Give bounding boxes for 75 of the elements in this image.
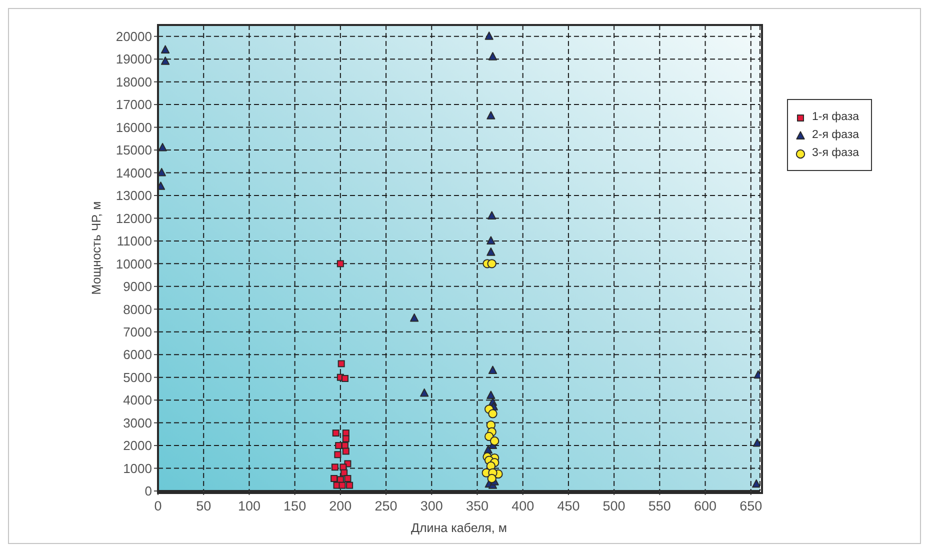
point: [752, 438, 760, 447]
point: [332, 430, 340, 437]
y-tick-label: 18000: [116, 74, 152, 90]
x-tick-label: 100: [238, 498, 260, 514]
point: [335, 442, 342, 450]
point: [487, 259, 496, 268]
y-tick-label: 13000: [116, 188, 152, 204]
point: [488, 211, 496, 220]
point: [342, 435, 350, 442]
y-tick-label: 10000: [116, 256, 152, 272]
point: [752, 479, 760, 488]
point: [488, 366, 498, 374]
y-tick-label: 19000: [116, 52, 152, 67]
point: [490, 436, 500, 446]
x-tick-label: 400: [512, 498, 534, 514]
point: [487, 474, 496, 484]
y-tick-label: 2000: [123, 438, 152, 454]
point: [488, 52, 498, 60]
x-tick-label: 450: [557, 498, 580, 514]
x-tick-label: 500: [602, 498, 626, 514]
point: [158, 168, 166, 176]
point: [486, 248, 496, 256]
y-tick-label: 16000: [116, 120, 152, 135]
point: [486, 390, 496, 400]
point: [484, 32, 494, 40]
point: [331, 464, 338, 471]
point: [160, 56, 170, 65]
y-tick-label: 4000: [123, 392, 152, 408]
x-tick-label: 550: [648, 498, 671, 514]
y-tick-label: 8000: [123, 302, 152, 317]
x-axis-title: Длина кабеля, м: [411, 521, 507, 535]
point: [338, 360, 345, 368]
point: [488, 409, 498, 418]
y-tick-label: 11000: [116, 234, 152, 249]
point: [160, 45, 170, 54]
point: [486, 111, 496, 120]
y-tick-label: 17000: [116, 97, 152, 112]
point: [341, 374, 348, 382]
legend-label: 1-я фаза: [812, 111, 860, 123]
point: [342, 448, 350, 455]
point: [346, 482, 354, 489]
x-tick-label: 350: [466, 498, 489, 514]
y-tick-label: 14000: [116, 165, 152, 180]
y-tick-label: 1000: [123, 460, 152, 476]
x-tick-label: 200: [329, 498, 352, 514]
point: [486, 236, 496, 244]
x-tick-label: 150: [284, 498, 306, 514]
legend-label: 2-я фаза: [812, 129, 860, 141]
x-tick-label: 650: [740, 498, 762, 514]
point: [334, 451, 342, 458]
y-tick-label: 9000: [123, 279, 152, 294]
y-tick-label: 0: [144, 484, 152, 499]
legend-label: 3-я фаза: [812, 147, 860, 159]
y-tick-label: 12000: [116, 210, 152, 226]
point: [330, 475, 338, 482]
y-tick-label: 15000: [116, 142, 152, 158]
point: [344, 475, 352, 482]
point: [338, 482, 346, 489]
y-tick-label: 7000: [123, 324, 152, 340]
point: [410, 313, 419, 322]
point: [340, 464, 347, 471]
point: [336, 260, 344, 268]
x-tick-label: 600: [694, 498, 717, 514]
y-tick-label: 6000: [123, 347, 152, 362]
x-tick-label: 50: [196, 498, 212, 514]
point: [158, 182, 166, 190]
y-tick-label: 5000: [123, 370, 152, 385]
point: [420, 388, 429, 397]
y-tick-label: 3000: [123, 415, 152, 430]
y-axis-title: Мощность ЧР, м: [89, 201, 104, 295]
y-tick-label: 20000: [116, 28, 152, 44]
x-tick-label: 300: [420, 498, 443, 514]
x-tick-label: 0: [154, 498, 162, 514]
x-tick-label: 250: [374, 498, 398, 514]
point: [158, 142, 167, 152]
